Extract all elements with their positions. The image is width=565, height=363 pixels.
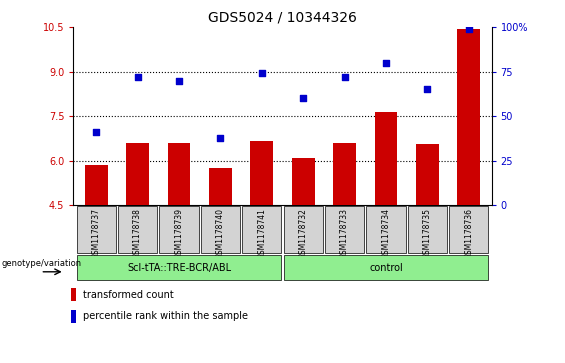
FancyBboxPatch shape — [408, 206, 447, 253]
Point — [340, 74, 349, 80]
Text: control: control — [369, 263, 403, 273]
Bar — [250, 141, 273, 205]
Bar — [209, 168, 232, 205]
Text: GSM1178735: GSM1178735 — [423, 208, 432, 259]
Point — [423, 86, 432, 92]
Text: GSM1178739: GSM1178739 — [175, 208, 184, 259]
Point — [299, 95, 308, 101]
Text: GSM1178741: GSM1178741 — [257, 208, 266, 259]
Text: genotype/variation: genotype/variation — [2, 259, 81, 268]
Bar — [333, 143, 356, 205]
Point — [175, 78, 184, 83]
Bar — [85, 165, 107, 205]
Bar — [126, 143, 149, 205]
FancyBboxPatch shape — [284, 206, 323, 253]
FancyBboxPatch shape — [159, 206, 199, 253]
Text: transformed count: transformed count — [83, 290, 173, 299]
Text: GSM1178732: GSM1178732 — [299, 208, 308, 259]
Text: percentile rank within the sample: percentile rank within the sample — [83, 311, 248, 321]
Bar — [71, 288, 76, 301]
FancyBboxPatch shape — [201, 206, 240, 253]
Text: GSM1178734: GSM1178734 — [381, 208, 390, 259]
Bar — [71, 310, 76, 323]
Point — [216, 135, 225, 140]
Bar — [168, 143, 190, 205]
Point — [133, 74, 142, 80]
Text: GSM1178740: GSM1178740 — [216, 208, 225, 259]
Point — [92, 129, 101, 135]
Text: Scl-tTA::TRE-BCR/ABL: Scl-tTA::TRE-BCR/ABL — [127, 263, 231, 273]
FancyBboxPatch shape — [242, 206, 281, 253]
FancyBboxPatch shape — [76, 255, 281, 280]
Bar — [292, 158, 315, 205]
FancyBboxPatch shape — [76, 206, 116, 253]
FancyBboxPatch shape — [284, 255, 489, 280]
Text: GSM1178736: GSM1178736 — [464, 208, 473, 259]
Title: GDS5024 / 10344326: GDS5024 / 10344326 — [208, 11, 357, 25]
Bar — [375, 112, 397, 205]
FancyBboxPatch shape — [449, 206, 489, 253]
FancyBboxPatch shape — [366, 206, 406, 253]
Text: GSM1178737: GSM1178737 — [92, 208, 101, 259]
Bar — [416, 144, 439, 205]
Point — [464, 26, 473, 32]
Bar — [458, 29, 480, 205]
Text: GSM1178738: GSM1178738 — [133, 208, 142, 259]
Point — [257, 70, 266, 76]
Point — [381, 60, 390, 66]
FancyBboxPatch shape — [118, 206, 157, 253]
Text: GSM1178733: GSM1178733 — [340, 208, 349, 259]
FancyBboxPatch shape — [325, 206, 364, 253]
